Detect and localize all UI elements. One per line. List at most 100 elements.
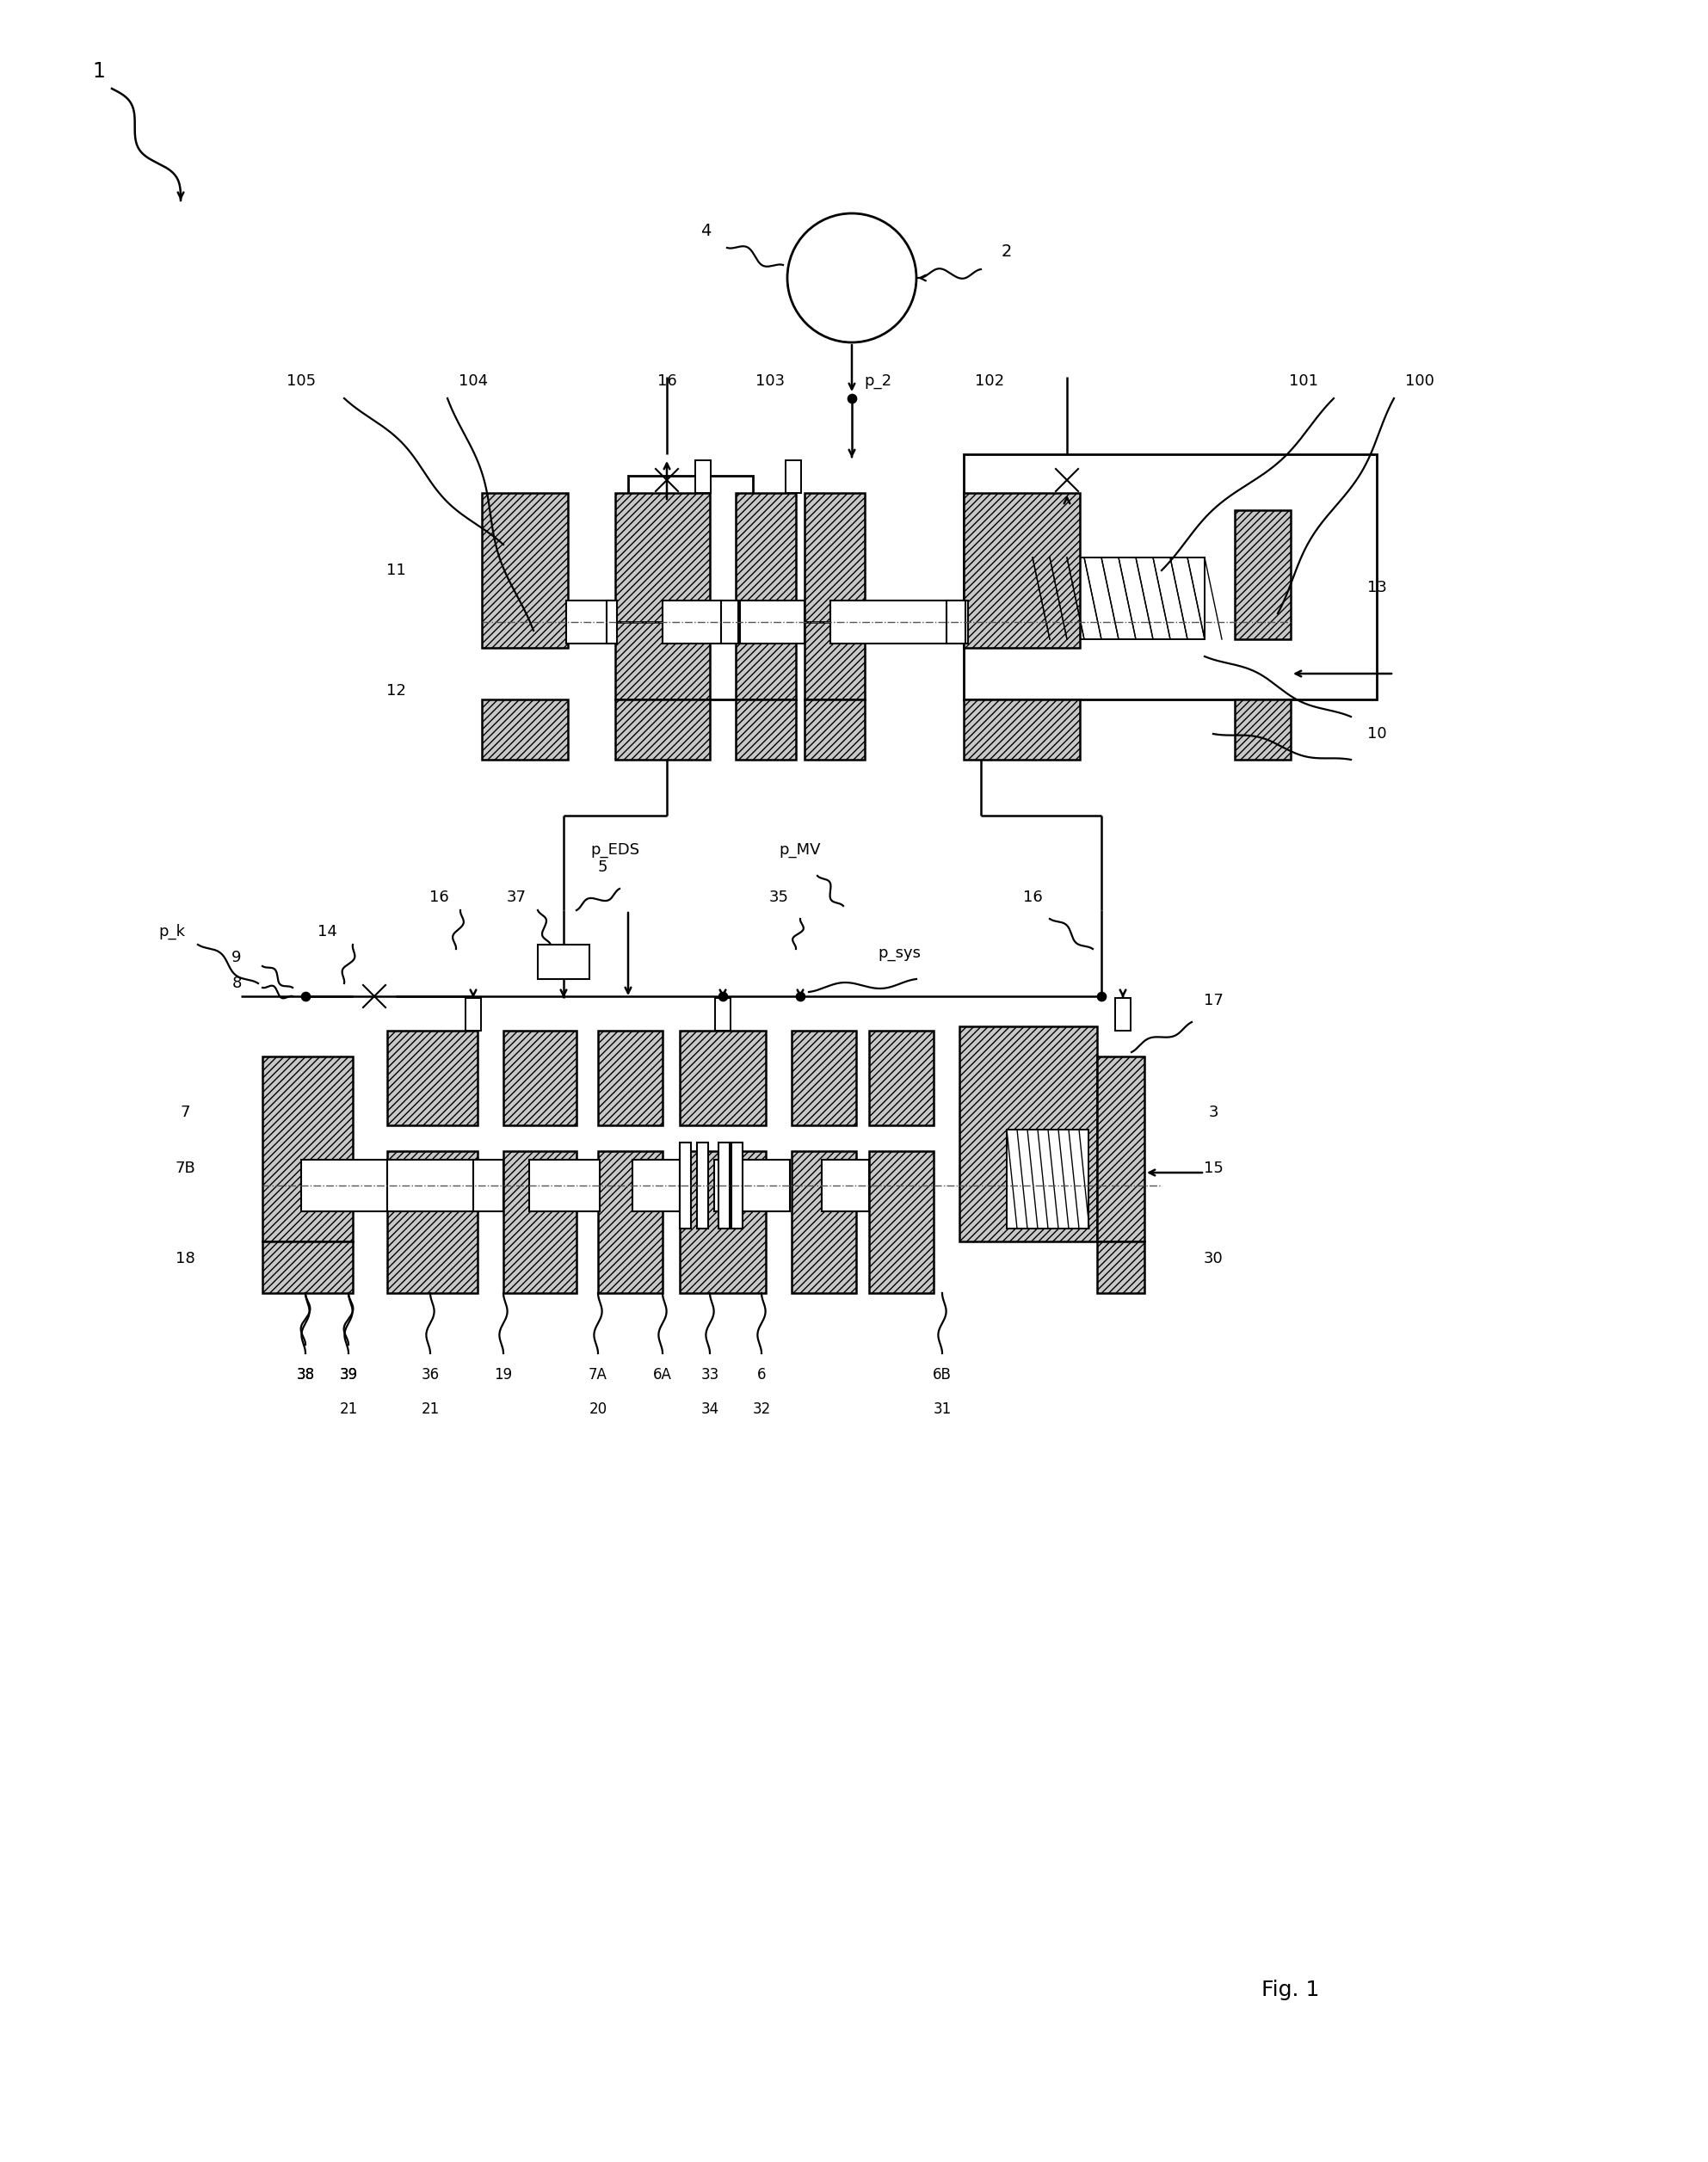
Bar <box>736 493 796 623</box>
Text: 5: 5 <box>598 860 608 876</box>
Bar <box>482 493 567 649</box>
Bar <box>529 1159 600 1211</box>
Text: 30: 30 <box>1204 1252 1223 1267</box>
Text: p_k: p_k <box>159 923 186 940</box>
Text: 13: 13 <box>1366 579 1387 595</box>
Text: 6: 6 <box>757 1366 765 1382</box>
Bar <box>716 999 731 1031</box>
Bar <box>804 700 864 759</box>
Bar <box>1006 1129 1088 1228</box>
Bar <box>263 1057 354 1241</box>
Text: 38: 38 <box>297 1366 314 1382</box>
Bar <box>740 601 804 644</box>
Text: 35: 35 <box>769 889 789 906</box>
Bar <box>615 623 711 700</box>
Text: 14: 14 <box>318 923 336 940</box>
Text: 7: 7 <box>179 1105 190 1120</box>
Bar <box>791 1150 856 1293</box>
Point <box>709 979 736 1014</box>
Text: 4: 4 <box>700 223 711 238</box>
Bar <box>804 493 864 623</box>
Bar <box>695 461 711 493</box>
Text: 12: 12 <box>386 683 405 698</box>
Text: 105: 105 <box>287 374 316 389</box>
Bar <box>697 1142 709 1228</box>
Bar <box>1006 1129 1088 1228</box>
Bar <box>1235 700 1291 759</box>
Bar <box>963 454 1377 700</box>
Bar <box>598 1031 663 1124</box>
Text: Fig. 1: Fig. 1 <box>1262 1980 1320 2000</box>
Bar <box>1033 558 1204 640</box>
Text: 33: 33 <box>700 1366 719 1382</box>
Bar <box>963 700 1079 759</box>
Text: 16: 16 <box>429 889 449 906</box>
Text: 39: 39 <box>340 1366 357 1382</box>
Text: 31: 31 <box>933 1401 951 1416</box>
Bar <box>504 1031 577 1124</box>
Bar <box>1097 1057 1144 1241</box>
Point <box>1088 979 1115 1014</box>
Text: 18: 18 <box>176 1252 195 1267</box>
Text: 32: 32 <box>752 1401 770 1416</box>
Bar <box>731 1142 743 1228</box>
Bar <box>606 601 617 644</box>
Text: 10: 10 <box>1366 726 1387 742</box>
Circle shape <box>787 214 917 342</box>
Text: 39: 39 <box>340 1366 357 1382</box>
Point <box>292 979 319 1014</box>
Bar <box>1097 1241 1144 1293</box>
Bar <box>632 1159 680 1211</box>
Text: 17: 17 <box>1204 992 1223 1007</box>
Bar <box>830 601 968 644</box>
Bar <box>538 945 589 979</box>
Text: 38: 38 <box>297 1366 314 1382</box>
Bar <box>804 623 864 700</box>
Text: 15: 15 <box>1204 1161 1223 1176</box>
Bar <box>615 700 711 759</box>
Text: 37: 37 <box>506 889 526 906</box>
Bar <box>721 601 738 644</box>
Bar <box>736 700 796 759</box>
Bar <box>869 1031 934 1124</box>
Text: 3: 3 <box>1208 1105 1218 1120</box>
Bar <box>598 1150 663 1293</box>
Bar <box>963 493 1079 649</box>
Text: 11: 11 <box>386 562 405 577</box>
Bar <box>960 1027 1097 1241</box>
Bar <box>791 1031 856 1124</box>
Text: 7A: 7A <box>589 1366 608 1382</box>
Text: 101: 101 <box>1290 374 1319 389</box>
Text: p_EDS: p_EDS <box>591 843 640 858</box>
Bar <box>680 1142 692 1228</box>
Bar <box>482 700 567 759</box>
Text: 2: 2 <box>1001 244 1013 259</box>
Bar <box>714 1159 789 1211</box>
Text: 21: 21 <box>340 1401 357 1416</box>
Text: 103: 103 <box>755 374 784 389</box>
Bar <box>1115 999 1131 1031</box>
Text: 36: 36 <box>422 1366 439 1382</box>
Bar <box>680 1031 765 1124</box>
Text: 9: 9 <box>232 949 241 964</box>
Text: 6B: 6B <box>933 1366 951 1382</box>
Text: p_sys: p_sys <box>878 945 921 960</box>
Bar <box>663 601 722 644</box>
Text: 1: 1 <box>92 61 106 82</box>
Bar <box>615 493 711 623</box>
Text: 21: 21 <box>422 1401 439 1416</box>
Text: 7B: 7B <box>174 1161 195 1176</box>
Bar <box>680 1150 765 1293</box>
Text: p_MV: p_MV <box>779 843 822 858</box>
Text: 8: 8 <box>232 975 241 990</box>
Text: p_2: p_2 <box>864 374 892 389</box>
Bar <box>388 1031 478 1124</box>
Bar <box>388 1150 478 1293</box>
Text: 34: 34 <box>700 1401 719 1416</box>
Bar <box>565 601 615 644</box>
Bar <box>786 461 801 493</box>
Text: 20: 20 <box>589 1401 606 1416</box>
Bar <box>1235 510 1291 640</box>
Bar <box>822 1159 869 1211</box>
Bar <box>629 476 753 700</box>
